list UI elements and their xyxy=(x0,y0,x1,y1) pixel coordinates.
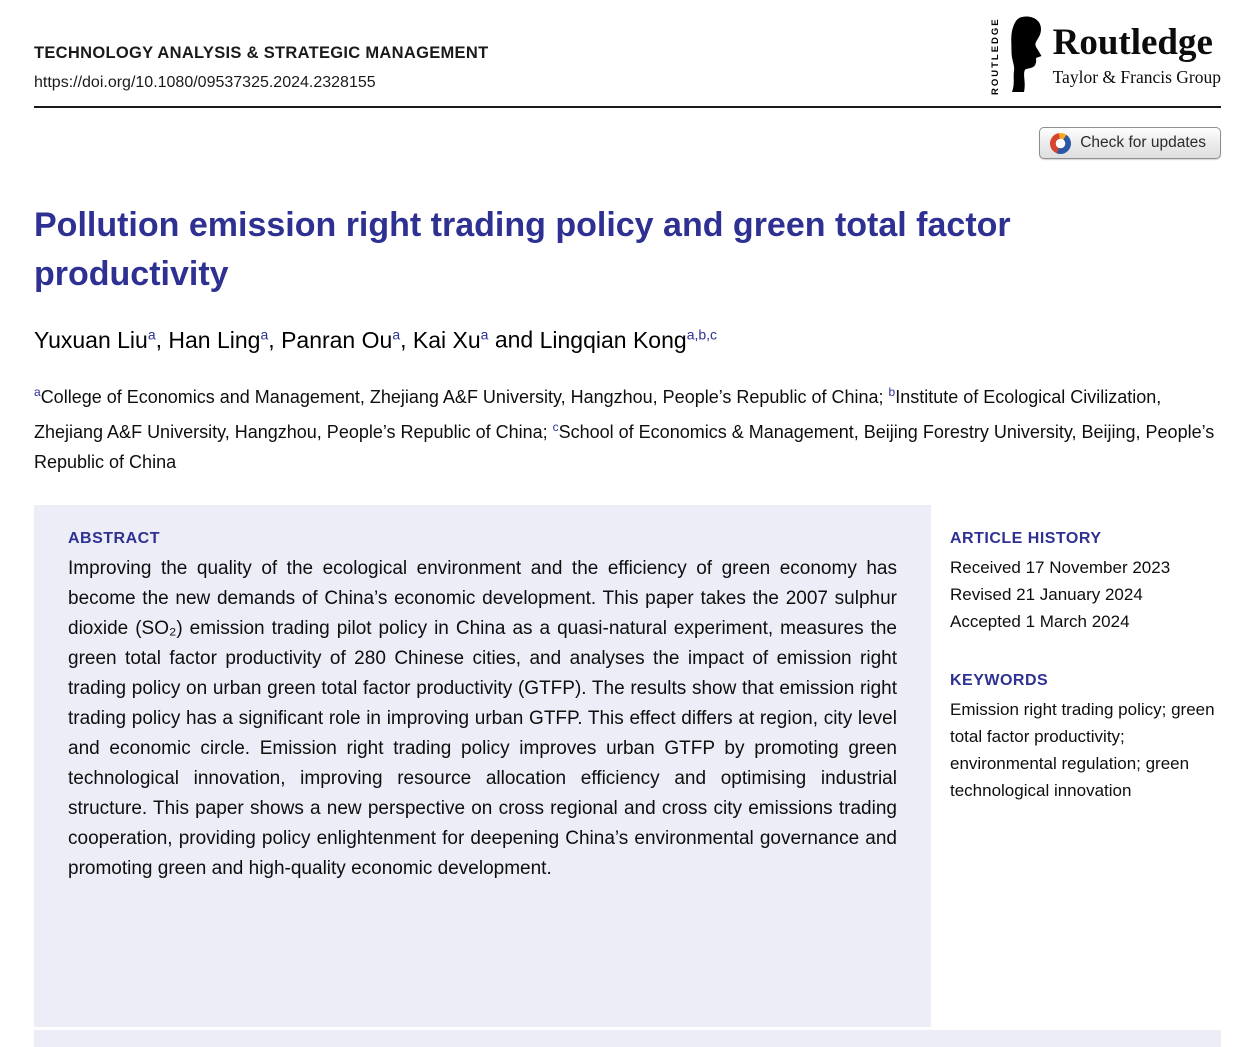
affiliation-sup: b xyxy=(888,384,896,399)
header-divider xyxy=(34,106,1221,108)
journal-name: TECHNOLOGY ANALYSIS & STRATEGIC MANAGEME… xyxy=(34,44,489,62)
history-item-accepted: Accepted 1 March 2024 xyxy=(949,611,1130,631)
abstract-box: ABSTRACT Improving the quality of the ec… xyxy=(34,504,931,1027)
author: Yuxuan Liua xyxy=(34,326,156,353)
author: Kai Xua xyxy=(412,326,489,353)
next-section-strip xyxy=(34,1030,1221,1047)
publisher-name: Routledge xyxy=(1052,22,1213,63)
check-updates-label: Check for updates xyxy=(1080,134,1206,151)
publisher-group: Taylor & Francis Group xyxy=(1052,67,1221,87)
keywords-heading: KEYWORDS xyxy=(949,671,1049,689)
affiliation-sup: c xyxy=(552,419,559,434)
author-affiliation-sup: a xyxy=(392,326,401,342)
affiliation-sup: a xyxy=(34,384,41,399)
routledge-logo: ROUTLEDGE Routledge Taylor & Francis Gro… xyxy=(990,14,1221,96)
routledge-head-icon xyxy=(1010,16,1042,92)
article-history-heading: ARTICLE HISTORY xyxy=(949,529,1102,547)
check-updates-row: Check for updates xyxy=(34,127,1221,159)
author-affiliation-sup: a,b,c xyxy=(686,326,718,342)
history-item-received: Received 17 November 2023 xyxy=(949,557,1171,577)
author-affiliation-sup: a xyxy=(260,326,269,342)
author: Han Linga xyxy=(168,326,269,353)
main-content: ABSTRACT Improving the quality of the ec… xyxy=(34,504,1221,1027)
author-affiliation-sup: a xyxy=(480,326,489,342)
publisher-wordmark: Routledge Taylor & Francis Group xyxy=(1053,24,1221,88)
check-updates-button[interactable]: Check for updates xyxy=(1039,127,1221,159)
author-affiliation-sup: a xyxy=(147,326,156,342)
journal-info: TECHNOLOGY ANALYSIS & STRATEGIC MANAGEME… xyxy=(34,44,488,92)
affiliation-text: College of Economics and Management, Zhe… xyxy=(40,386,889,407)
affiliation-text: Institute of Ecological Civilization, Zh… xyxy=(34,386,1162,442)
history-item-revised: Revised 21 January 2024 xyxy=(949,584,1143,604)
affiliation-text: School of Economics & Management, Beijin… xyxy=(34,421,1215,472)
doi-link[interactable]: https://doi.org/10.1080/09537325.2024.23… xyxy=(34,74,376,91)
abstract-body: Improving the quality of the ecological … xyxy=(68,557,897,879)
author: Lingqian Konga,b,c xyxy=(539,326,718,353)
keywords-text: Emission right trading policy; green tot… xyxy=(949,699,1215,800)
crossmark-icon xyxy=(1050,132,1072,154)
author: Panran Oua xyxy=(281,326,401,353)
page-header: TECHNOLOGY ANALYSIS & STRATEGIC MANAGEME… xyxy=(0,0,1255,96)
affiliations: aCollege of Economics and Management, Zh… xyxy=(34,377,1221,477)
article-sidebar: ARTICLE HISTORY Received 17 November 202… xyxy=(950,505,1221,804)
routledge-vertical-text: ROUTLEDGE xyxy=(989,17,1001,95)
abstract-heading: ABSTRACT xyxy=(68,529,160,547)
article-title: Pollution emission right trading policy … xyxy=(34,206,1011,293)
authors-line: Yuxuan Liua, Han Linga, Panran Oua, Kai … xyxy=(34,326,718,353)
